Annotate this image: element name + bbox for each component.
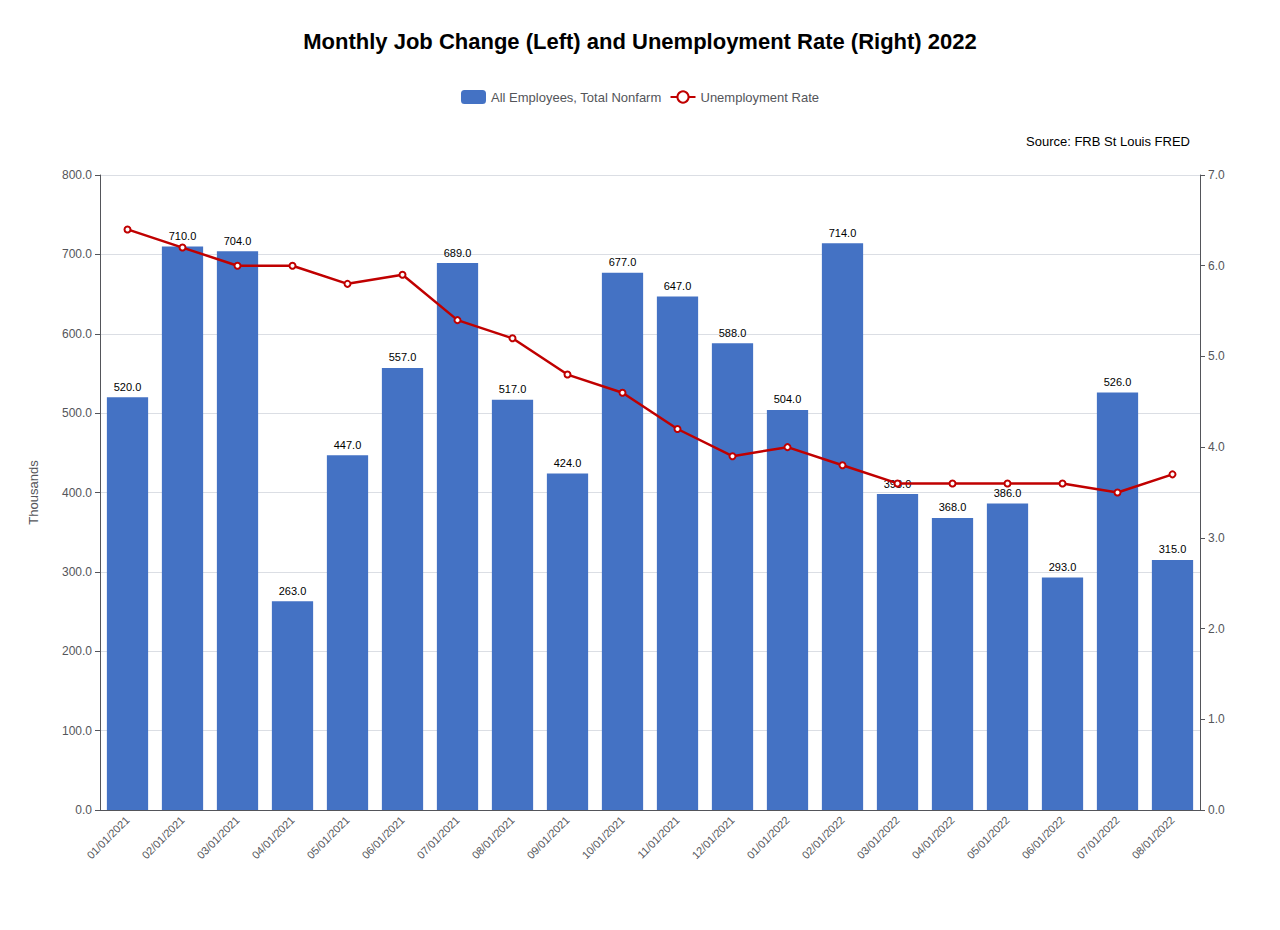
svg-text:12/01/2021: 12/01/2021 <box>689 814 736 861</box>
svg-text:100.0: 100.0 <box>62 724 92 738</box>
svg-text:06/01/2022: 06/01/2022 <box>1019 814 1066 861</box>
svg-text:01/01/2022: 01/01/2022 <box>744 814 791 861</box>
svg-text:600.0: 600.0 <box>62 327 92 341</box>
svg-text:700.0: 700.0 <box>62 247 92 261</box>
svg-text:08/01/2021: 08/01/2021 <box>469 814 516 861</box>
svg-text:447.0: 447.0 <box>334 439 362 451</box>
svg-text:398.0: 398.0 <box>883 477 912 490</box>
svg-text:Source: FRB St Louis FRED: Source: FRB St Louis FRED <box>1026 134 1190 149</box>
svg-text:520.0: 520.0 <box>114 381 142 393</box>
svg-text:517.0: 517.0 <box>499 383 527 395</box>
svg-text:647.0: 647.0 <box>664 280 692 292</box>
svg-text:0.0: 0.0 <box>1208 803 1225 817</box>
svg-text:Thousands: Thousands <box>26 460 41 525</box>
svg-text:200.0: 200.0 <box>62 644 92 658</box>
svg-text:09/01/2021: 09/01/2021 <box>524 814 571 861</box>
svg-text:677.0: 677.0 <box>609 256 637 268</box>
svg-text:1.0: 1.0 <box>1208 712 1225 726</box>
svg-text:300.0: 300.0 <box>62 565 92 579</box>
svg-text:500.0: 500.0 <box>62 406 92 420</box>
svg-text:11/01/2021: 11/01/2021 <box>635 814 682 861</box>
svg-text:368.0: 368.0 <box>939 501 967 513</box>
svg-text:02/01/2022: 02/01/2022 <box>799 814 846 861</box>
svg-text:10/01/2021: 10/01/2021 <box>579 814 626 861</box>
svg-text:557.0: 557.0 <box>389 351 417 363</box>
svg-text:03/01/2021: 03/01/2021 <box>194 814 241 861</box>
svg-text:800.0: 800.0 <box>62 168 92 182</box>
svg-text:526.0: 526.0 <box>1104 376 1132 388</box>
svg-text:588.0: 588.0 <box>719 327 747 339</box>
svg-text:689.0: 689.0 <box>444 247 472 259</box>
svg-text:07/01/2022: 07/01/2022 <box>1074 814 1121 861</box>
svg-text:07/01/2021: 07/01/2021 <box>414 814 461 861</box>
svg-text:7.0: 7.0 <box>1208 168 1225 182</box>
svg-text:400.0: 400.0 <box>62 486 92 500</box>
svg-text:315.0: 315.0 <box>1159 543 1187 555</box>
svg-text:Unemployment Rate: Unemployment Rate <box>701 90 820 105</box>
svg-text:01/01/2021: 01/01/2021 <box>84 814 131 861</box>
svg-text:704.0: 704.0 <box>224 235 252 247</box>
svg-text:04/01/2021: 04/01/2021 <box>249 814 296 861</box>
svg-text:3.0: 3.0 <box>1208 531 1225 545</box>
svg-text:2.0: 2.0 <box>1208 622 1225 636</box>
svg-text:05/01/2022: 05/01/2022 <box>964 814 1011 861</box>
svg-text:Monthly Job Change (Left) and: Monthly Job Change (Left) and Unemployme… <box>303 29 976 54</box>
svg-text:08/01/2022: 08/01/2022 <box>1129 814 1176 861</box>
svg-text:386.0: 386.0 <box>994 487 1022 499</box>
svg-text:5.0: 5.0 <box>1208 349 1225 363</box>
svg-text:03/01/2022: 03/01/2022 <box>854 814 901 861</box>
svg-text:424.0: 424.0 <box>554 457 582 469</box>
svg-text:263.0: 263.0 <box>279 585 307 597</box>
svg-text:4.0: 4.0 <box>1208 440 1225 454</box>
svg-text:504.0: 504.0 <box>774 393 802 405</box>
svg-text:714.0: 714.0 <box>829 227 857 239</box>
svg-text:All Employees, Total Nonfarm: All Employees, Total Nonfarm <box>491 90 661 105</box>
svg-text:0.0: 0.0 <box>75 803 92 817</box>
svg-text:710.0: 710.0 <box>169 230 197 242</box>
svg-text:04/01/2022: 04/01/2022 <box>909 814 956 861</box>
svg-text:293.0: 293.0 <box>1049 561 1077 573</box>
svg-text:6.0: 6.0 <box>1208 259 1225 273</box>
svg-text:02/01/2021: 02/01/2021 <box>139 814 186 861</box>
svg-text:06/01/2021: 06/01/2021 <box>359 814 406 861</box>
svg-text:05/01/2021: 05/01/2021 <box>304 814 351 861</box>
